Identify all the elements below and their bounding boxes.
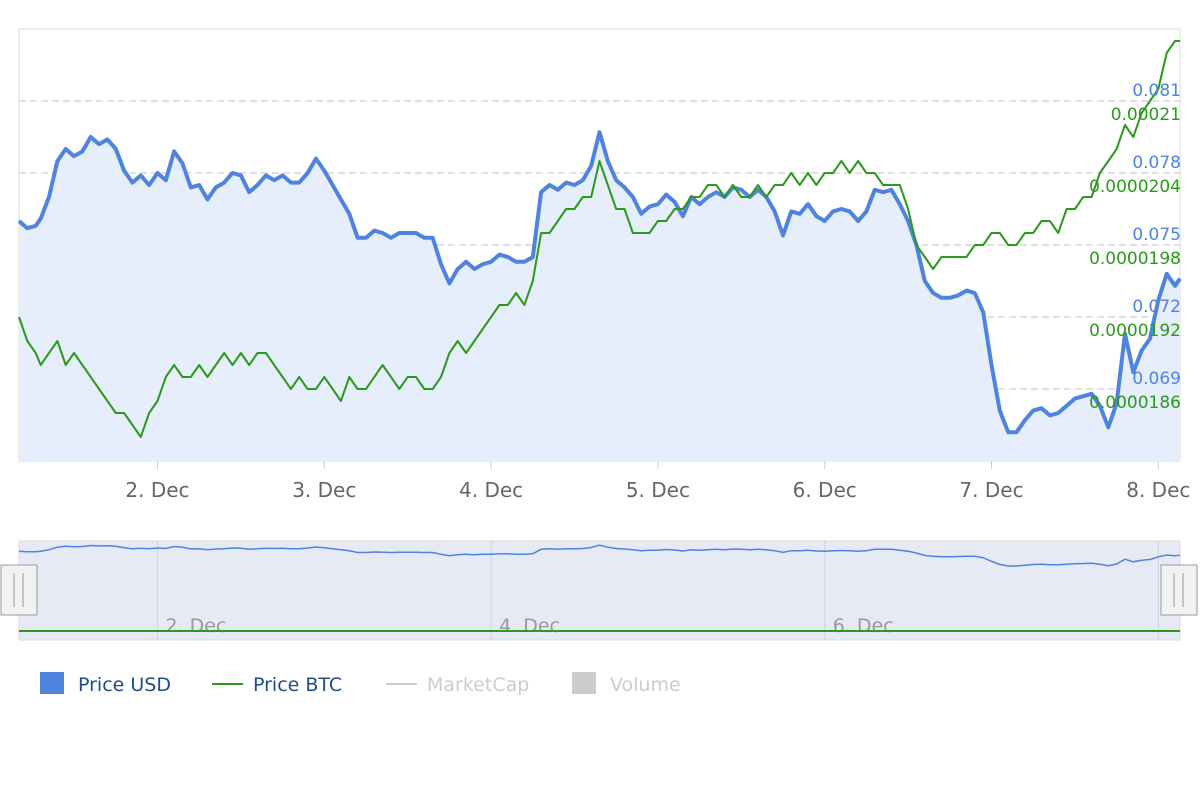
usd-axis-label: 0.075 [1132, 225, 1181, 245]
navigator-series: 2. Dec 4. Dec 6. Dec [18, 541, 1181, 640]
btc-axis-label: 0.0000186 [1089, 393, 1181, 413]
legend-label: Price BTC [253, 674, 342, 696]
btc-axis-label: 0.0000198 [1089, 249, 1181, 269]
x-tick-label: 8. Dec [1126, 478, 1190, 502]
usd-area-layer [19, 132, 1180, 461]
legend: Price USD Price BTC MarketCap Volume [40, 672, 681, 696]
y-axis-labels: 0.081 0.00021 0.078 0.0000204 0.075 0.0000198… [1089, 81, 1181, 413]
navigator-handle-left[interactable] [0, 564, 38, 616]
navigator-handle-right[interactable] [1160, 564, 1198, 616]
series-layer [17, 40, 1182, 438]
btc-axis-label: 0.0000192 [1089, 321, 1181, 341]
legend-item-price-usd[interactable]: Price USD [40, 672, 171, 696]
x-tick-label: 5. Dec [626, 478, 690, 502]
legend-label: Price USD [78, 674, 171, 696]
x-tick-label: 2. Dec [125, 478, 189, 502]
series-line-price-usd [17, 130, 1182, 435]
navigator-tick-label: 6. Dec [833, 615, 894, 637]
series-line-price-btc [18, 40, 1180, 438]
x-tick-label: 3. Dec [292, 478, 356, 502]
legend-item-price-btc[interactable]: Price BTC [212, 674, 342, 696]
usd-axis-label: 0.081 [1132, 81, 1181, 101]
usd-axis-label: 0.069 [1132, 369, 1181, 389]
navigator-tick-label: 2. Dec [165, 615, 226, 637]
x-tick-label: 4. Dec [459, 478, 523, 502]
legend-label: Volume [610, 674, 681, 696]
legend-item-volume[interactable]: Volume [572, 672, 681, 696]
navigator-mask [18, 540, 1181, 641]
navigator-tick-label: 4. Dec [499, 615, 560, 637]
usd-axis-label: 0.072 [1132, 297, 1181, 317]
usd-area [19, 132, 1180, 461]
x-axis: 2. Dec 3. Dec 4. Dec 5. Dec 6. Dec 7. Dec 8. D… [125, 461, 1190, 502]
navigator-line-usd [18, 544, 1181, 567]
navigator[interactable]: 2. Dec 4. Dec 6. Dec [0, 540, 1198, 641]
btc-axis-label: 0.0000204 [1089, 177, 1181, 197]
btc-axis-label: 0.00021 [1111, 105, 1181, 125]
legend-item-marketcap[interactable]: MarketCap [386, 674, 529, 696]
usd-axis-label: 0.078 [1132, 153, 1181, 173]
legend-label: MarketCap [427, 674, 529, 696]
legend-marker [572, 672, 596, 694]
x-tick-label: 7. Dec [959, 478, 1023, 502]
legend-marker [40, 672, 64, 694]
x-tick-label: 6. Dec [793, 478, 857, 502]
